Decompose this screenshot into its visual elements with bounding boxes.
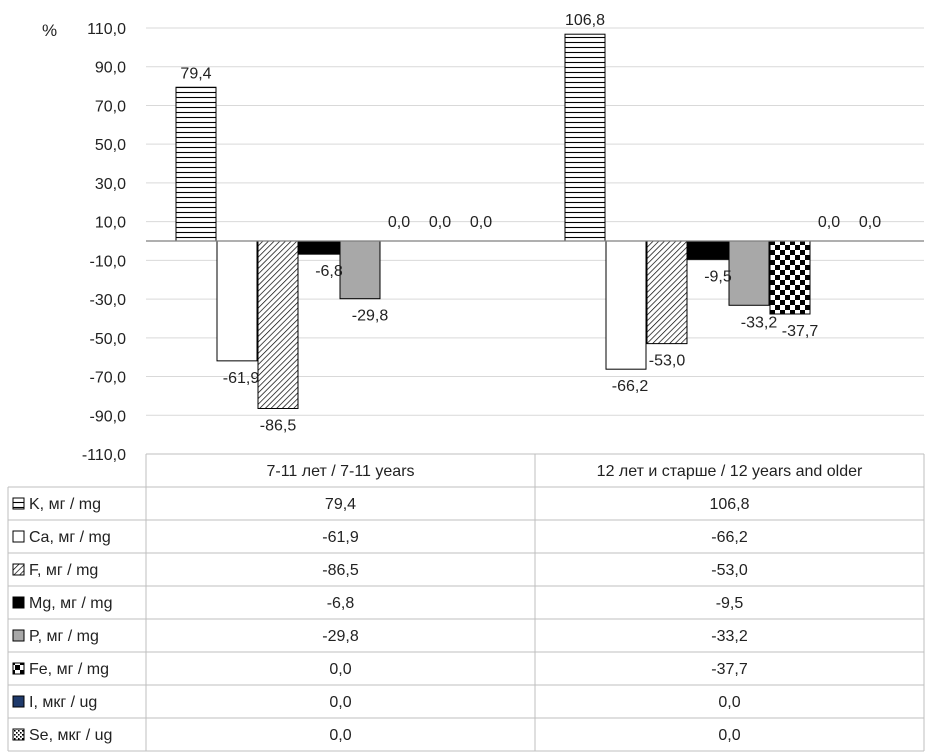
table-cell: -33,2 <box>711 628 748 645</box>
table-cell: -37,7 <box>711 661 748 678</box>
legend-swatch <box>12 728 25 741</box>
bar <box>175 86 217 242</box>
category-header: 7-11 лет / 7-11 years <box>266 463 414 480</box>
table-cell: -66,2 <box>711 529 748 546</box>
bars <box>175 33 811 409</box>
table-cell: 0,0 <box>329 727 351 744</box>
y-tick-label: -110,0 <box>82 447 126 464</box>
data-label: -66,2 <box>612 378 649 395</box>
table-cell: -9,5 <box>716 595 744 612</box>
legend-swatch <box>12 596 25 609</box>
y-tick-label: 50,0 <box>95 137 126 154</box>
data-label: -33,2 <box>741 314 778 331</box>
table-cell: -6,8 <box>327 595 355 612</box>
table-cell: 0,0 <box>329 661 351 678</box>
legend-label: P, мг / mg <box>29 628 99 645</box>
bar <box>564 33 606 242</box>
data-label: -29,8 <box>352 308 389 325</box>
table-cell: 0,0 <box>718 727 740 744</box>
bar <box>769 240 811 315</box>
y-tick-label: -90,0 <box>90 408 127 425</box>
data-label: 0,0 <box>388 214 410 231</box>
table-cell: -61,9 <box>322 529 359 546</box>
y-axis-unit: % <box>42 21 57 40</box>
data-table: 7-11 лет / 7-11 years 12 лет и старше / 1… <box>7 453 925 752</box>
data-label: 0,0 <box>818 214 840 231</box>
legend-label: K, мг / mg <box>29 496 101 513</box>
table-cell: 106,8 <box>709 496 749 513</box>
data-label: -9,5 <box>704 268 732 285</box>
y-tick-label: -70,0 <box>90 370 127 387</box>
legend-swatch <box>12 497 25 510</box>
legend-label: Mg, мг / mg <box>29 595 113 612</box>
y-tick-label: 70,0 <box>95 98 126 115</box>
bar <box>216 240 258 362</box>
legend-swatch <box>12 563 25 576</box>
y-tick-label: -50,0 <box>90 331 127 348</box>
data-label: 0,0 <box>859 214 881 231</box>
bar <box>687 240 729 260</box>
data-label: -6,8 <box>315 263 343 280</box>
y-tick-label: -30,0 <box>90 292 127 309</box>
bar <box>257 240 299 409</box>
legend-label: Se, мкг / ug <box>29 727 112 744</box>
data-label: 79,4 <box>180 65 211 82</box>
data-label: 0,0 <box>470 214 492 231</box>
table-cell: -53,0 <box>711 562 748 579</box>
category-header: 12 лет и старше / 12 years and older <box>597 463 863 480</box>
table-cell: -29,8 <box>322 628 359 645</box>
data-labels: 79,4 -61,9 -86,5 -6,8 -29,8 0,0 0,0 0,0 106,8 -66… <box>180 12 881 434</box>
table-cell: 0,0 <box>329 694 351 711</box>
legend-label: Fe, мг / mg <box>29 661 109 678</box>
legend-label: F, мг / mg <box>29 562 98 579</box>
table-cell: 0,0 <box>718 694 740 711</box>
bar <box>339 240 381 300</box>
y-tick-label: -10,0 <box>90 253 127 270</box>
legend-swatch <box>12 629 25 642</box>
legend-swatch <box>12 662 25 675</box>
data-label: -86,5 <box>260 417 297 434</box>
y-tick-label: 110,0 <box>87 21 126 38</box>
bar <box>298 240 340 255</box>
data-label: -61,9 <box>223 370 260 387</box>
legend-swatch <box>12 695 25 708</box>
data-label: -37,7 <box>782 323 819 340</box>
legend-label: Ca, мг / mg <box>29 529 111 546</box>
table-cell: 79,4 <box>325 496 356 513</box>
y-tick-label: 10,0 <box>95 215 126 232</box>
data-label: 0,0 <box>429 214 451 231</box>
bar <box>646 240 688 345</box>
legend-label: I, мкг / ug <box>29 694 97 711</box>
bar <box>728 240 770 306</box>
y-tick-label: 30,0 <box>95 176 126 193</box>
data-label: -53,0 <box>649 353 686 370</box>
table-cell: -86,5 <box>322 562 359 579</box>
y-axis-ticks: 110,0 90,0 70,0 50,0 30,0 10,0 -10,0 -30,0 -50,0… <box>82 21 126 464</box>
bar <box>605 240 647 370</box>
y-tick-label: 90,0 <box>95 60 126 77</box>
data-label: 106,8 <box>565 12 605 29</box>
legend-swatch <box>12 530 25 543</box>
